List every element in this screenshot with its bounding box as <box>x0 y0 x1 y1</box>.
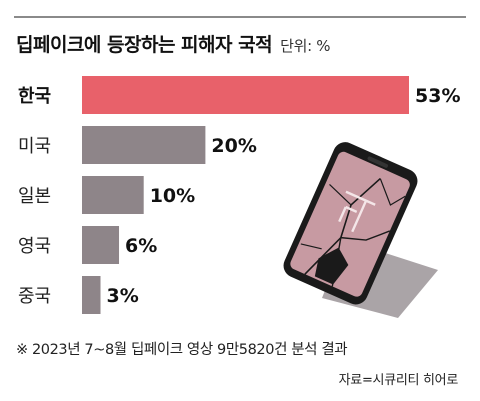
chart-title: 딥페이크에 등장하는 피해자 국적 <box>16 34 273 56</box>
value-label: 6% <box>125 235 157 257</box>
bar <box>82 176 144 214</box>
chart-header: 딥페이크에 등장하는 피해자 국적 단위: % <box>16 30 331 57</box>
top-rule <box>14 16 466 18</box>
category-label: 일본 <box>18 186 51 207</box>
bar <box>82 276 101 314</box>
category-label: 영국 <box>18 236 51 257</box>
category-label: 미국 <box>18 136 51 157</box>
footnote: ※ 2023년 7~8월 딥페이크 영상 9만5820건 분석 결과 <box>16 342 348 358</box>
value-label: 10% <box>150 185 195 207</box>
bar-chart: 한국 53% 미국 20% 일본 10% 영국 6% 중국 3% <box>18 76 460 314</box>
category-label: 한국 <box>18 86 51 107</box>
value-label: 20% <box>211 135 256 157</box>
bar <box>82 126 206 164</box>
bar <box>82 76 409 114</box>
unit-label: 단위: % <box>280 37 331 55</box>
bar <box>82 226 120 264</box>
value-label: 3% <box>107 285 139 307</box>
value-label: 53% <box>415 85 460 107</box>
source-credit: 자료=시큐리티 히어로 <box>338 373 459 388</box>
category-label: 중국 <box>18 286 51 307</box>
